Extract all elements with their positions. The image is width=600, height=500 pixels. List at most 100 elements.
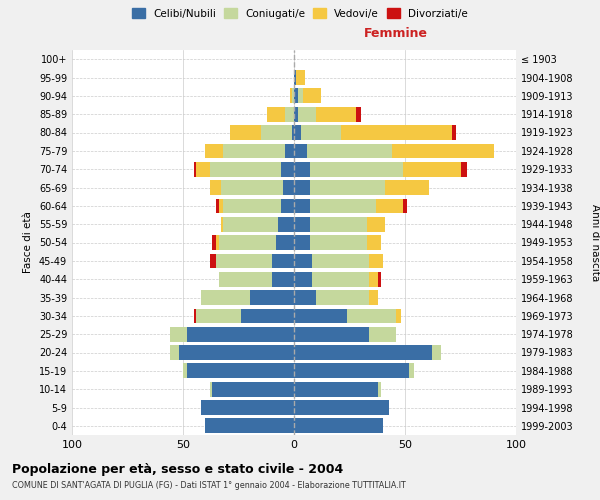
Bar [294,272,312,286]
Bar [187,364,294,378]
Bar [403,198,407,213]
Bar [294,162,310,176]
Bar [294,144,307,158]
Bar [294,217,310,232]
Bar [294,364,409,378]
Bar [170,345,179,360]
Bar [212,382,294,396]
Bar [187,327,294,342]
Bar [294,308,347,323]
Bar [310,180,385,195]
Legend: Celibi/Nubili, Coniugati/e, Vedovi/e, Divorziati/e: Celibi/Nubili, Coniugati/e, Vedovi/e, Di… [129,5,471,21]
Bar [281,198,294,213]
Bar [250,290,294,305]
Bar [205,418,294,433]
Bar [396,308,401,323]
Bar [301,125,341,140]
Bar [216,235,218,250]
Text: COMUNE DI SANT'AGATA DI PUGLIA (FG) - Dati ISTAT 1° gennaio 2004 - Elaborazione : COMUNE DI SANT'AGATA DI PUGLIA (FG) - Da… [12,481,406,490]
Bar [294,327,370,342]
Bar [268,107,285,122]
Bar [241,308,294,323]
Bar [370,327,396,342]
Bar [209,254,217,268]
Bar [230,125,260,140]
Bar [356,107,361,122]
Bar [294,125,301,140]
Bar [294,180,310,195]
Bar [310,162,403,176]
Bar [403,162,461,176]
Bar [312,272,370,286]
Bar [370,290,379,305]
Bar [223,144,285,158]
Y-axis label: Fasce di età: Fasce di età [23,212,33,274]
Bar [298,88,303,103]
Bar [278,217,294,232]
Bar [316,290,370,305]
Bar [347,308,396,323]
Bar [367,235,380,250]
Bar [201,400,294,415]
Bar [292,125,294,140]
Bar [379,382,380,396]
Bar [292,88,294,103]
Bar [223,217,278,232]
Bar [294,382,379,396]
Bar [431,345,440,360]
Bar [307,144,392,158]
Bar [294,254,312,268]
Bar [221,180,283,195]
Bar [205,144,223,158]
Text: Femmine: Femmine [364,28,428,40]
Bar [370,254,383,268]
Bar [272,272,294,286]
Bar [294,400,389,415]
Bar [217,254,272,268]
Bar [367,217,385,232]
Y-axis label: Anni di nascita: Anni di nascita [590,204,600,281]
Bar [310,217,367,232]
Bar [303,88,320,103]
Bar [196,308,241,323]
Bar [385,180,430,195]
Bar [218,272,272,286]
Bar [310,198,376,213]
Bar [276,235,294,250]
Bar [312,254,370,268]
Bar [209,382,212,396]
Bar [409,364,414,378]
Bar [294,107,298,122]
Bar [294,88,298,103]
Bar [341,125,452,140]
Bar [283,180,294,195]
Bar [290,88,292,103]
Bar [392,144,494,158]
Bar [196,162,209,176]
Bar [221,217,223,232]
Bar [294,70,296,85]
Bar [260,125,292,140]
Bar [379,272,380,286]
Bar [183,364,187,378]
Bar [298,107,316,122]
Bar [209,180,221,195]
Bar [294,198,310,213]
Bar [179,345,294,360]
Bar [216,198,218,213]
Bar [170,327,187,342]
Bar [218,235,276,250]
Bar [461,162,467,176]
Bar [316,107,356,122]
Bar [194,162,196,176]
Bar [285,144,294,158]
Text: Popolazione per età, sesso e stato civile - 2004: Popolazione per età, sesso e stato civil… [12,462,343,475]
Bar [294,345,431,360]
Bar [370,272,379,286]
Bar [201,290,250,305]
Bar [452,125,456,140]
Bar [294,418,383,433]
Bar [209,162,281,176]
Bar [281,162,294,176]
Bar [272,254,294,268]
